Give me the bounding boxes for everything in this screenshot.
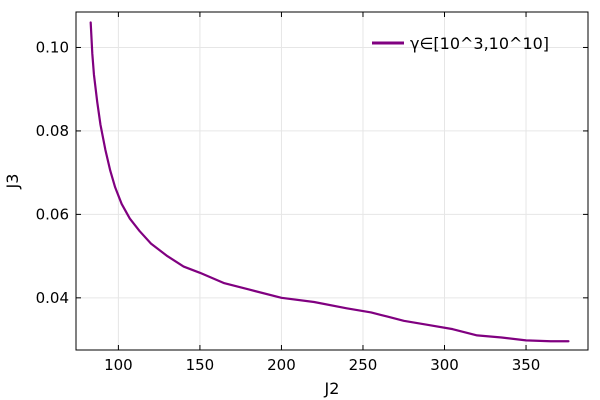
y-axis-title: J3 (3, 174, 22, 190)
legend: γ∈[10^3,10^10] (372, 34, 549, 53)
tick-labels: 100 150 200 250 300 350 0.04 0.06 0.08 0.10 (36, 38, 541, 374)
grid-lines (76, 12, 588, 350)
x-tick-label: 350 (512, 356, 541, 374)
y-tick-label: 0.08 (36, 122, 69, 140)
legend-entry: γ∈[10^3,10^10] (410, 34, 549, 53)
y-tick-label: 0.04 (36, 289, 69, 307)
series-line (89, 21, 570, 343)
x-tick-label: 300 (430, 356, 459, 374)
x-tick-label: 150 (186, 356, 215, 374)
plot-frame (75, 11, 589, 351)
x-axis-title: J2 (324, 379, 340, 398)
y-tick-label: 0.06 (36, 205, 69, 223)
x-tick-label: 200 (267, 356, 296, 374)
y-tick-label: 0.10 (36, 38, 69, 56)
x-tick-label: 100 (104, 356, 133, 374)
axis-ticks (76, 12, 588, 350)
series-layer (89, 21, 570, 343)
x-tick-label: 250 (349, 356, 378, 374)
